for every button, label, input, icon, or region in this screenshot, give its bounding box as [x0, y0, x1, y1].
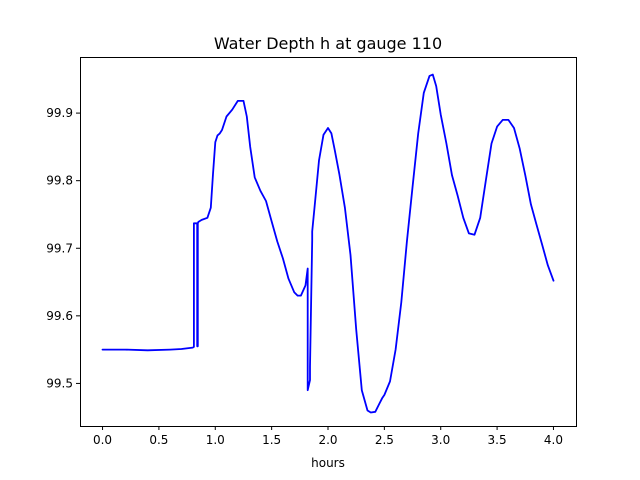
water-depth-series-line — [101, 73, 555, 414]
y-tick-label: 99.5 — [46, 376, 73, 390]
x-tick-label: 3.0 — [431, 433, 450, 447]
x-tick-label: 1.0 — [206, 433, 225, 447]
y-axis-ticks: 99.5 99.6 99.7 99.8 99.9 — [46, 106, 80, 390]
x-tick-label: 0.5 — [149, 433, 168, 447]
plot-frame — [80, 57, 577, 427]
series-layer — [101, 73, 555, 414]
x-tick-label: 0.0 — [93, 433, 112, 447]
x-tick-label: 1.5 — [262, 433, 281, 447]
x-tick-label: 4.0 — [544, 433, 563, 447]
y-tick-label: 99.8 — [46, 174, 73, 188]
x-axis-label: hours — [311, 456, 345, 470]
x-tick-label: 2.0 — [318, 433, 337, 447]
x-axis-ticks: 0.0 0.5 1.0 1.5 2.0 2.5 3.0 3.5 4.0 — [93, 426, 563, 447]
y-tick-label: 99.6 — [46, 309, 73, 323]
x-tick-label: 2.5 — [375, 433, 394, 447]
y-tick-label: 99.9 — [46, 106, 73, 120]
chart-title: Water Depth h at gauge 110 — [214, 34, 442, 53]
y-tick-label: 99.7 — [46, 241, 73, 255]
x-tick-label: 3.5 — [488, 433, 507, 447]
